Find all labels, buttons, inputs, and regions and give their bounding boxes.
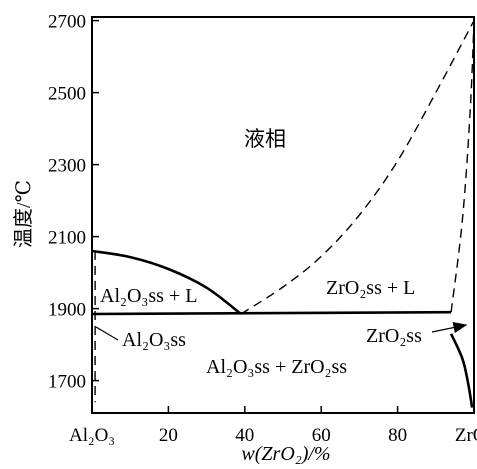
x-axis-title: w(ZrO₂)/% — [241, 443, 330, 465]
zro2-solidus-curve — [450, 20, 475, 313]
ticks-layer: 1700 1900 2100 2300 2500 2700 Al₂O₃ 20 40 60 80 ZrO… — [48, 12, 477, 446]
y-tick-label: 2500 — [48, 84, 86, 105]
x-tick-label: 60 — [312, 425, 331, 446]
liquidus-zro2-curve — [240, 20, 475, 315]
region-al2o3ss-l: Al₂O₃ss + L — [100, 285, 197, 307]
region-al2o3ss: Al₂O₃ss — [122, 329, 186, 351]
zro2ss-arrow — [431, 322, 468, 334]
y-tick-label: 2700 — [48, 12, 86, 33]
liquidus-al2o3-curve — [91, 249, 242, 316]
y-tick-label: 1900 — [48, 300, 86, 321]
eutectic-line-curve — [91, 310, 452, 316]
x-tick-label: 40 — [235, 425, 254, 446]
x-tick-label: ZrO₂ — [455, 425, 477, 446]
y-tick-label: 1700 — [48, 372, 86, 393]
curves-layer — [91, 20, 475, 408]
y-axis-title: 温度/℃ — [12, 180, 35, 248]
y-tick-label: 2300 — [48, 156, 86, 177]
region-liquid: 液相 — [244, 127, 286, 151]
region-zro2ss-l: ZrO₂ss + L — [326, 277, 415, 299]
plot-frame — [91, 16, 475, 414]
x-tick-label: Al₂O₃ — [69, 425, 115, 446]
x-tick-label: 20 — [159, 425, 178, 446]
y-tick-label: 2100 — [48, 228, 86, 249]
zro2-solvus-curve — [449, 333, 474, 408]
x-tick-label: 80 — [388, 425, 407, 446]
al2o3ss-leader — [95, 326, 119, 341]
region-two-phase: Al₂O₃ss + ZrO₂ss — [206, 356, 347, 378]
region-zro2ss: ZrO₂ss — [366, 325, 422, 347]
